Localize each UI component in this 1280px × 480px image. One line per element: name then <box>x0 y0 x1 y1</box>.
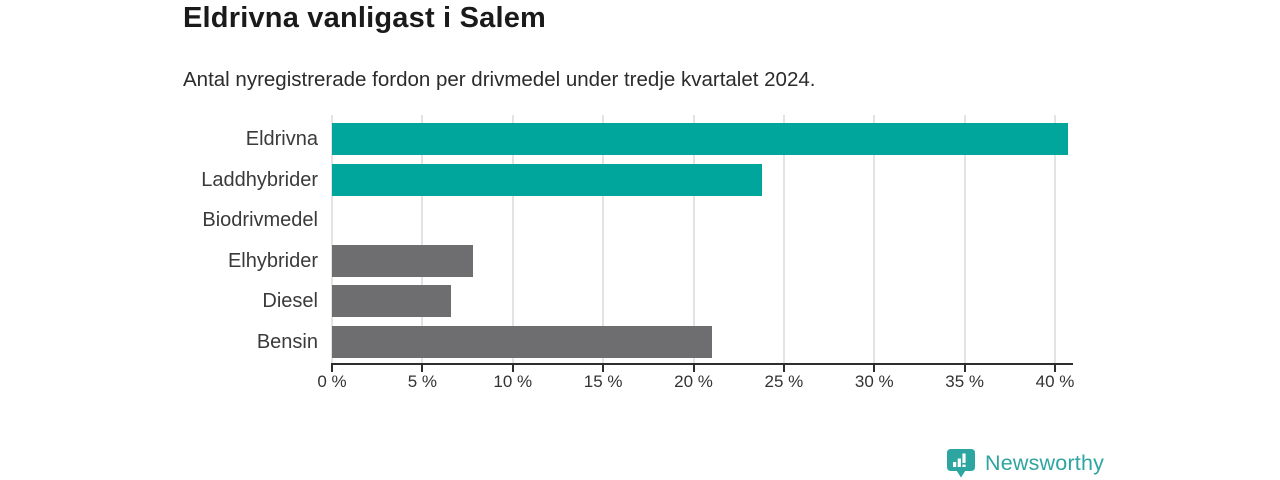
x-axis-tick <box>782 363 785 372</box>
x-axis-tick <box>421 363 424 372</box>
category-label: Elhybrider <box>227 249 318 272</box>
x-tick-label: 0 % <box>317 372 347 391</box>
x-axis-line <box>332 363 1073 365</box>
gridline <box>963 115 966 363</box>
x-axis-tick <box>963 363 966 372</box>
bar-laddhybrider <box>332 163 763 196</box>
category-label: Laddhybrider <box>201 168 318 191</box>
x-tick-label: 40 % <box>1035 372 1075 391</box>
x-axis-tick <box>873 363 876 372</box>
gridline <box>602 115 605 363</box>
bar-eldrivna <box>332 123 1068 155</box>
chart-title: Eldrivna vanligast i Salem <box>183 2 547 34</box>
chart-subtitle: Antal nyregistrerade fordon per drivmede… <box>183 68 816 91</box>
gridline <box>692 115 695 363</box>
x-tick-label: 20 % <box>674 372 713 391</box>
gridline <box>1054 115 1056 363</box>
x-axis-tick <box>511 363 514 372</box>
brand-name: Newsworthy <box>985 451 1105 475</box>
x-tick-label: 5 % <box>407 372 438 391</box>
gridline <box>782 115 785 363</box>
bar-bensin <box>332 326 712 358</box>
x-tick-label: 15 % <box>583 372 623 391</box>
x-axis-tick <box>602 363 605 372</box>
bar-elhybrider <box>332 244 473 277</box>
newsworthy-bubble-barchart-icon <box>946 448 976 479</box>
gridline <box>421 115 424 363</box>
brand-logo: Newsworthy <box>946 448 1104 479</box>
gridline <box>511 115 514 363</box>
category-label: Eldrivna <box>245 128 318 150</box>
x-tick-label: 30 % <box>854 372 894 391</box>
x-tick-label: 25 % <box>764 372 804 391</box>
x-axis-tick <box>331 363 333 372</box>
gridline <box>331 115 333 363</box>
bar-diesel <box>332 285 452 318</box>
gridline <box>873 115 876 363</box>
x-tick-label: 35 % <box>945 372 984 391</box>
category-label: Bensin <box>256 331 318 353</box>
category-label: Diesel <box>262 290 318 313</box>
category-label: Biodrivmedel <box>202 209 318 232</box>
x-tick-label: 10 % <box>493 372 533 391</box>
x-axis-tick <box>1054 363 1056 372</box>
x-axis-tick <box>692 363 695 372</box>
